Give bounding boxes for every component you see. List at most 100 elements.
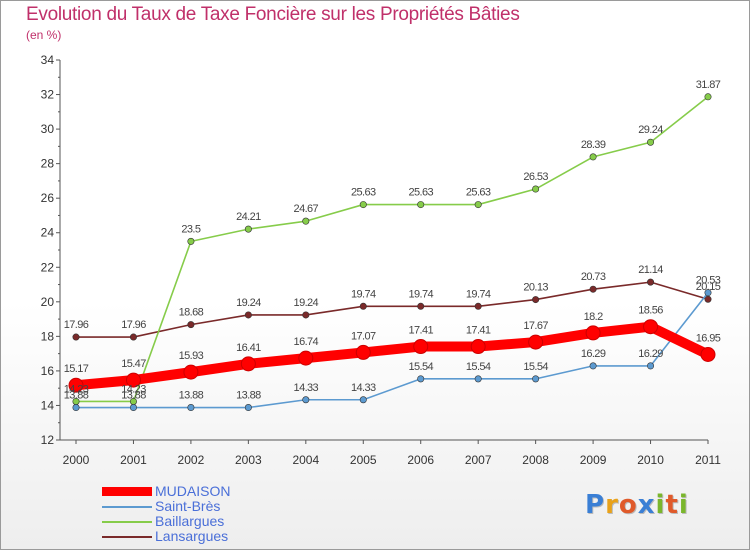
data-label: 25.63: [408, 187, 433, 199]
logo-letter: r: [605, 490, 619, 520]
legend-label: Baillargues: [155, 513, 225, 529]
data-label: 13.88: [179, 390, 204, 402]
series-line-baillargues: [75, 95, 709, 403]
data-point: [187, 321, 195, 329]
series-line-saint-br-s: [75, 291, 709, 409]
x-tick-label: 2006: [407, 453, 434, 467]
data-label: 15.54: [408, 361, 433, 373]
data-label: 16.29: [581, 348, 606, 360]
data-label: 15.54: [466, 361, 491, 373]
data-point: [244, 404, 252, 412]
data-point: [528, 334, 544, 350]
chart-title: Evolution du Taux de Taxe Foncière sur l…: [26, 4, 520, 25]
data-point: [474, 201, 482, 209]
x-tick-label: 2005: [350, 453, 377, 467]
data-label: 28.39: [581, 139, 606, 151]
x-tick-label: 2009: [580, 453, 607, 467]
x-tick-label: 2001: [120, 453, 147, 467]
y-tick-label: 30: [41, 122, 55, 136]
data-label: 25.63: [351, 187, 376, 199]
data-label: 15.17: [64, 363, 89, 375]
data-label: 17.96: [64, 319, 89, 331]
data-point: [585, 325, 601, 341]
x-tick-label: 2008: [522, 453, 549, 467]
data-point: [359, 396, 367, 404]
data-label: 16.29: [638, 348, 663, 360]
y-tick-label: 12: [41, 433, 55, 447]
data-label: 20.73: [581, 271, 606, 283]
y-tick-label: 18: [41, 329, 55, 343]
data-point: [474, 302, 482, 310]
y-tick-label: 34: [41, 53, 55, 67]
data-label: 17.07: [351, 330, 376, 342]
data-label: 26.53: [523, 171, 548, 183]
data-label: 14.33: [351, 382, 376, 394]
data-point: [359, 201, 367, 209]
data-point: [532, 296, 540, 304]
data-point: [647, 362, 655, 370]
data-label: 19.24: [236, 297, 261, 309]
y-tick-label: 14: [41, 398, 55, 412]
data-point: [470, 339, 486, 355]
data-label: 24.21: [236, 211, 261, 223]
proxiti-logo: Proxiti: [585, 490, 689, 520]
legend-swatch: [102, 487, 152, 496]
data-label: 19.74: [466, 288, 491, 300]
data-label: 17.96: [121, 319, 146, 331]
data-label: 17.67: [523, 320, 548, 332]
data-point: [643, 319, 659, 335]
data-point: [413, 339, 429, 355]
series-line-lansargues: [75, 281, 709, 338]
data-point: [355, 344, 371, 360]
data-label: 16.41: [236, 342, 261, 354]
data-label: 18.2: [584, 311, 603, 323]
data-point: [187, 237, 195, 245]
logo-letter: x: [637, 490, 656, 520]
legend-label: Lansargues: [155, 528, 229, 544]
data-label: 31.87: [696, 79, 721, 91]
data-label: 19.24: [294, 297, 319, 309]
data-point: [302, 396, 310, 404]
data-point: [302, 217, 310, 225]
x-tick-label: 2007: [465, 453, 492, 467]
legend-swatch: [102, 521, 152, 523]
y-tick-label: 28: [41, 157, 55, 171]
data-point: [474, 375, 482, 383]
data-point: [298, 350, 314, 366]
y-tick-label: 22: [41, 260, 55, 274]
data-point: [244, 311, 252, 319]
data-label: 19.74: [351, 288, 376, 300]
legend-label: Saint-Brès: [155, 498, 221, 514]
data-point: [129, 404, 137, 412]
y-tick-label: 32: [41, 88, 55, 102]
data-point: [589, 362, 597, 370]
data-point: [704, 289, 712, 297]
data-point: [359, 302, 367, 310]
chart-subtitle: (en %): [26, 28, 62, 42]
x-tick-label: 2011: [695, 453, 721, 467]
data-label: 13.88: [236, 390, 261, 402]
data-label: 17.41: [466, 325, 491, 337]
data-point: [68, 377, 84, 393]
data-label: 14.33: [294, 382, 319, 394]
data-point: [129, 333, 137, 341]
data-label: 29.24: [638, 124, 663, 136]
logo-letter: i: [655, 490, 666, 520]
data-point: [417, 201, 425, 209]
data-label: 20.53: [696, 275, 721, 287]
data-label: 25.63: [466, 187, 491, 199]
data-point: [72, 333, 80, 341]
logo-letter: i: [678, 490, 689, 520]
logo-letter: P: [585, 490, 606, 520]
y-tick-label: 24: [41, 226, 55, 240]
logo-letter: o: [618, 490, 638, 520]
data-point: [244, 225, 252, 233]
data-label: 16.74: [294, 336, 319, 348]
data-label: 16.95: [696, 333, 721, 345]
data-point: [704, 93, 712, 101]
data-point: [125, 372, 141, 388]
data-point: [417, 302, 425, 310]
data-point: [183, 364, 199, 380]
data-label: 21.14: [638, 264, 663, 276]
